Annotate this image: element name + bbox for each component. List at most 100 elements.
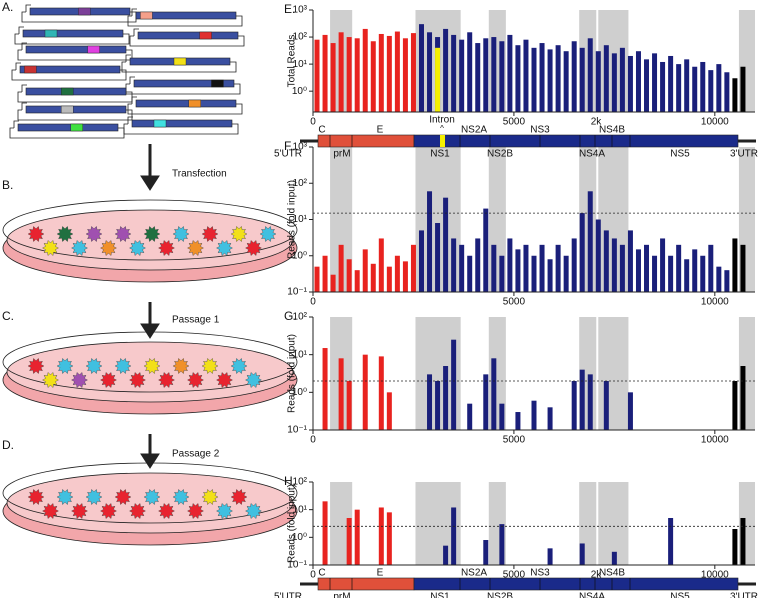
bar — [435, 47, 441, 113]
promoter-arrow — [131, 96, 137, 104]
cell — [56, 225, 74, 243]
bar — [483, 374, 489, 430]
bar — [579, 47, 585, 113]
gene-label: NS4A — [579, 592, 605, 598]
bar — [386, 266, 392, 292]
bar — [523, 244, 529, 292]
gene-label: NS1 — [430, 149, 450, 160]
cell — [172, 488, 190, 506]
y-tick-label: 10¹ — [293, 349, 308, 360]
construct — [25, 87, 127, 96]
bar — [531, 255, 537, 292]
bar — [314, 266, 320, 292]
insert — [140, 11, 153, 20]
bar — [627, 55, 633, 112]
nonstructural-region — [413, 134, 739, 148]
bar — [571, 238, 577, 292]
bar — [467, 32, 473, 113]
plasmid-backbone — [17, 49, 133, 61]
gene-label: NS2B — [487, 149, 513, 160]
insert — [87, 45, 100, 54]
bar — [627, 392, 633, 430]
cell — [201, 357, 219, 375]
bar — [627, 230, 633, 292]
gene-label: C — [318, 568, 325, 579]
plasmid-backbone — [9, 127, 125, 139]
step-label: Transfection — [172, 169, 227, 180]
bar — [499, 255, 505, 292]
x-tick-label: 5000 — [503, 117, 526, 128]
plasmid-backbone — [11, 69, 127, 81]
gene-label: NS3 — [530, 568, 550, 579]
cell — [42, 502, 59, 520]
gene-label: NS2A — [461, 568, 487, 579]
bar — [499, 403, 505, 430]
arrows — [140, 144, 160, 469]
bar — [443, 366, 449, 430]
cell — [42, 371, 59, 389]
panel-label: C. — [2, 309, 14, 323]
x-tick-label: 0 — [310, 297, 316, 308]
cell — [201, 488, 219, 506]
insert — [188, 99, 202, 108]
bar — [491, 244, 497, 292]
x-tick-label: 0 — [310, 570, 316, 581]
plasmid-backbone — [127, 15, 243, 27]
y-axis-title: Reads (fold input) — [287, 180, 298, 259]
y-tick-label: 10⁻¹ — [287, 560, 307, 571]
intron-label: Intron — [429, 115, 455, 126]
bar — [386, 392, 392, 430]
cell — [172, 357, 190, 375]
cell — [85, 488, 103, 506]
cell — [129, 371, 146, 389]
x-tick-label: 0 — [310, 435, 316, 446]
bar — [668, 55, 674, 112]
gene-label: NS5 — [670, 149, 690, 160]
bar — [676, 64, 682, 112]
bar — [435, 223, 441, 292]
cell — [71, 371, 88, 389]
x-tick-label: 0 — [310, 117, 316, 128]
bar — [579, 369, 585, 430]
bar — [660, 238, 666, 292]
bar — [652, 53, 658, 112]
bar — [410, 33, 416, 112]
bar — [644, 59, 650, 112]
plasmid-backbone — [123, 123, 239, 135]
bar — [563, 255, 569, 292]
panel-label: H. — [284, 474, 296, 488]
bar — [635, 51, 641, 112]
insert — [199, 31, 212, 40]
x-tick-label: 10000 — [701, 297, 729, 308]
plasmid-backbone — [129, 35, 245, 47]
bar — [451, 339, 457, 430]
bar — [435, 380, 441, 430]
promoter-arrow — [127, 116, 133, 124]
construct — [25, 45, 127, 54]
cell — [230, 357, 248, 375]
construct — [17, 123, 119, 132]
gene-label: NS2A — [461, 125, 487, 136]
bar — [459, 39, 465, 112]
panel-label: D. — [2, 438, 14, 452]
bar — [451, 507, 457, 565]
bar — [515, 45, 521, 113]
y-tick-label: 10² — [293, 312, 308, 323]
bar — [611, 551, 617, 565]
bar — [378, 507, 384, 565]
bar — [740, 366, 746, 430]
bar — [539, 43, 545, 112]
bar — [427, 374, 433, 430]
cell — [27, 357, 45, 375]
bar — [724, 270, 730, 292]
gene-label: NS2B — [487, 592, 513, 598]
bar — [338, 244, 344, 292]
bar — [740, 244, 746, 292]
bar — [459, 244, 465, 292]
construct — [133, 79, 235, 88]
dish-rim — [2, 331, 298, 393]
cell — [259, 225, 277, 243]
cell — [172, 225, 190, 243]
bar — [330, 43, 336, 112]
dish-rim — [2, 199, 298, 261]
